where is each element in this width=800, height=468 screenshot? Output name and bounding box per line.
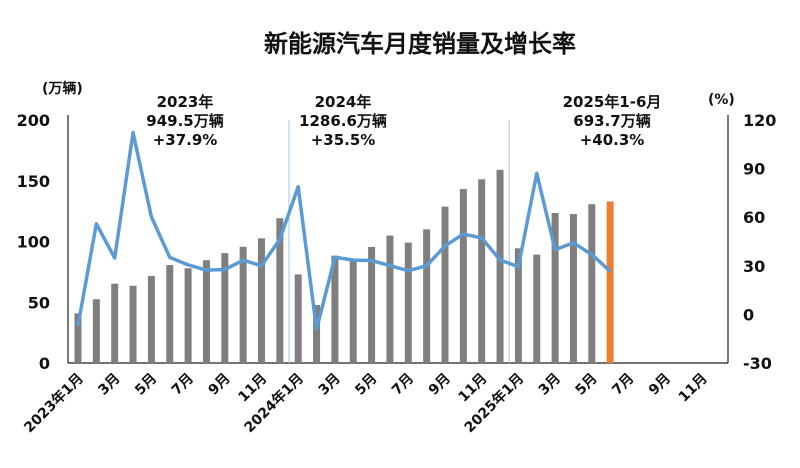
sales-bar xyxy=(533,254,541,363)
growth-rate-line xyxy=(76,130,612,332)
left-tick-label: 50 xyxy=(28,293,50,312)
right-tick-label: 120 xyxy=(743,111,776,130)
x-tick-label: 9月 xyxy=(646,371,674,399)
right-tick-label: -30 xyxy=(743,354,772,373)
sales-bar xyxy=(147,275,155,363)
x-tick-label: 5月 xyxy=(352,371,380,399)
sales-bar xyxy=(129,285,137,363)
sales-bar xyxy=(496,169,504,363)
sales-bar xyxy=(349,259,357,363)
x-tick-label: 5月 xyxy=(132,371,160,399)
sales-bar xyxy=(386,235,394,363)
right-tick-label: 0 xyxy=(743,305,754,324)
sales-bar xyxy=(423,229,431,363)
left-tick-label: 0 xyxy=(39,354,50,373)
x-tick-label: 9月 xyxy=(426,371,454,399)
x-tick-label: 3月 xyxy=(316,371,344,399)
sales-bar xyxy=(276,218,284,363)
sales-bar xyxy=(92,299,100,363)
sales-bar xyxy=(551,212,559,363)
right-tick-label: 30 xyxy=(743,257,765,276)
sales-bar xyxy=(331,255,339,363)
year-summary-annotation: +35.5% xyxy=(311,131,376,149)
sales-bar xyxy=(606,201,614,363)
year-summary-annotation: 949.5万辆 xyxy=(146,112,223,130)
right-tick-label: 90 xyxy=(743,160,765,179)
right-axis-unit: (%) xyxy=(708,92,735,108)
left-axis-unit: (万辆) xyxy=(42,80,83,97)
x-tick-label: 9月 xyxy=(206,371,234,399)
year-summary-annotation: +40.3% xyxy=(580,131,645,149)
sales-bar xyxy=(294,274,302,363)
sales-bar xyxy=(313,305,321,363)
sales-bar xyxy=(514,248,522,363)
sales-bar xyxy=(184,268,192,363)
sales-bar xyxy=(368,246,376,363)
year-summary-annotation: 1286.6万辆 xyxy=(299,112,387,130)
x-tick-label: 2023年1月 xyxy=(21,370,87,436)
x-tick-label: 5月 xyxy=(573,371,601,399)
x-tick-label: 7月 xyxy=(389,371,417,399)
year-summary-annotation: 693.7万辆 xyxy=(573,112,650,130)
left-tick-label: 200 xyxy=(17,111,50,130)
chart-title: 新能源汽车月度销量及增长率 xyxy=(264,30,576,58)
sales-bar xyxy=(459,189,467,363)
sales-bar xyxy=(404,242,412,363)
sales-bar xyxy=(478,179,486,363)
sales-bar xyxy=(202,260,210,363)
sales-bar xyxy=(569,214,577,363)
year-summary-annotation: 2023年 xyxy=(157,93,214,111)
sales-bar xyxy=(74,313,82,363)
sales-bar xyxy=(258,238,265,363)
left-tick-label: 150 xyxy=(17,172,50,191)
year-summary-annotation: 2025年1-6月 xyxy=(563,93,662,111)
x-tick-label: 3月 xyxy=(536,371,564,399)
right-tick-label: 60 xyxy=(743,208,765,227)
sales-bar xyxy=(111,283,119,363)
sales-bar xyxy=(239,246,247,363)
left-tick-label: 100 xyxy=(17,233,50,252)
sales-bar xyxy=(221,253,229,363)
sales-bar xyxy=(441,206,449,363)
year-summary-annotation: +37.9% xyxy=(153,131,218,149)
x-tick-label: 7月 xyxy=(609,371,637,399)
year-summary-annotation: 2024年 xyxy=(315,93,372,111)
x-tick-label: 3月 xyxy=(95,371,123,399)
x-tick-label: 11月 xyxy=(676,371,711,406)
x-tick-label: 7月 xyxy=(169,371,197,399)
sales-bar xyxy=(166,265,174,363)
sales-bar xyxy=(588,204,596,363)
